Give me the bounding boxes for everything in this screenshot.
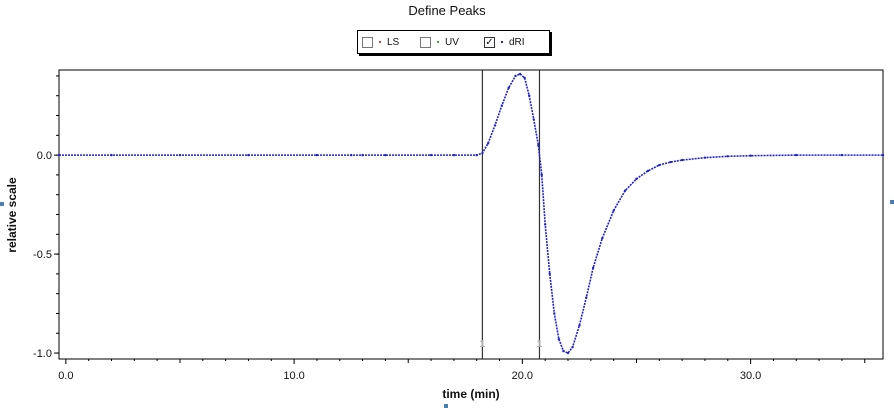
data-point xyxy=(726,155,729,158)
legend-item-ls[interactable]: LS xyxy=(362,35,399,49)
data-point xyxy=(247,153,250,157)
series-dri xyxy=(57,72,885,355)
x-axis: 0.0 10.0 20.0 30.0 xyxy=(58,359,761,382)
y-tick-label: -1.0 xyxy=(33,348,52,360)
ls-marker-icon xyxy=(379,41,381,43)
data-point xyxy=(429,153,433,157)
data-point xyxy=(543,223,547,226)
right-resize-handle[interactable] xyxy=(890,200,894,204)
x-tick-label: 0.0 xyxy=(58,370,73,382)
peak-marker-label: 1 xyxy=(537,339,543,350)
data-point xyxy=(518,72,522,76)
data-point xyxy=(493,124,497,127)
chart-title: Define Peaks xyxy=(408,3,486,18)
data-point xyxy=(532,118,535,121)
data-point xyxy=(623,189,627,192)
data-point xyxy=(669,160,672,164)
dri-checkbox[interactable]: ✓ xyxy=(484,36,495,48)
peak-marker-label: 1 xyxy=(480,339,486,350)
dri-marker-icon xyxy=(501,41,503,43)
data-point xyxy=(591,266,595,270)
data-point xyxy=(486,142,490,145)
legend-item-dri[interactable]: ✓ dRI xyxy=(484,35,525,49)
uv-marker-icon xyxy=(437,41,439,43)
x-tick-label: 10.0 xyxy=(283,370,304,382)
data-point xyxy=(475,153,478,157)
data-point xyxy=(612,209,615,212)
legend: LS UV ✓ dRI xyxy=(357,30,550,54)
data-point xyxy=(57,153,61,157)
data-point xyxy=(481,151,484,155)
data-point xyxy=(703,156,707,159)
ls-checkbox[interactable] xyxy=(362,36,373,48)
data-point xyxy=(601,237,604,240)
legend-label-uv: UV xyxy=(445,36,459,48)
data-point xyxy=(680,158,684,162)
minor-ticks xyxy=(56,75,866,363)
data-point xyxy=(585,296,588,299)
data-point xyxy=(315,153,319,157)
data-point xyxy=(635,177,638,181)
data-point xyxy=(795,153,798,157)
data-point xyxy=(178,153,182,157)
data-point xyxy=(523,76,526,80)
data-point xyxy=(500,104,504,107)
legend-label-dri: dRI xyxy=(509,36,525,48)
legend-label-ls: LS xyxy=(387,36,400,48)
data-point xyxy=(110,153,113,157)
uv-checkbox[interactable] xyxy=(420,36,431,48)
data-point xyxy=(646,169,650,173)
legend-item-uv[interactable]: UV xyxy=(420,35,459,49)
data-point xyxy=(384,153,387,157)
data-point xyxy=(557,338,561,341)
x-axis-label: time (min) xyxy=(442,387,499,401)
data-point xyxy=(514,74,517,78)
bottom-resize-handle[interactable] xyxy=(444,404,448,408)
y-axis: 0.0 -0.5 -1.0 xyxy=(33,150,59,360)
series-line xyxy=(59,73,883,355)
data-point xyxy=(537,144,540,147)
data-point xyxy=(548,272,551,276)
x-tick-label: 30.0 xyxy=(740,370,761,382)
data-point xyxy=(749,154,752,157)
data-point xyxy=(553,312,556,315)
y-axis-label: relative scale xyxy=(5,177,19,253)
data-point xyxy=(566,351,570,355)
y-tick-label: -0.5 xyxy=(33,249,52,261)
data-point xyxy=(528,94,531,97)
data-point xyxy=(507,86,510,90)
left-resize-handle[interactable] xyxy=(0,202,4,206)
data-point xyxy=(361,153,364,157)
plot-area xyxy=(58,69,884,360)
data-point xyxy=(578,324,581,327)
data-point xyxy=(840,153,844,157)
data-point xyxy=(881,153,885,157)
x-tick-label: 20.0 xyxy=(512,370,533,382)
data-point xyxy=(658,163,661,167)
data-point xyxy=(349,153,353,157)
y-tick-label: 0.0 xyxy=(37,150,52,162)
data-point xyxy=(452,153,456,157)
data-point xyxy=(562,349,565,353)
data-point xyxy=(540,173,543,177)
data-point xyxy=(571,345,574,349)
